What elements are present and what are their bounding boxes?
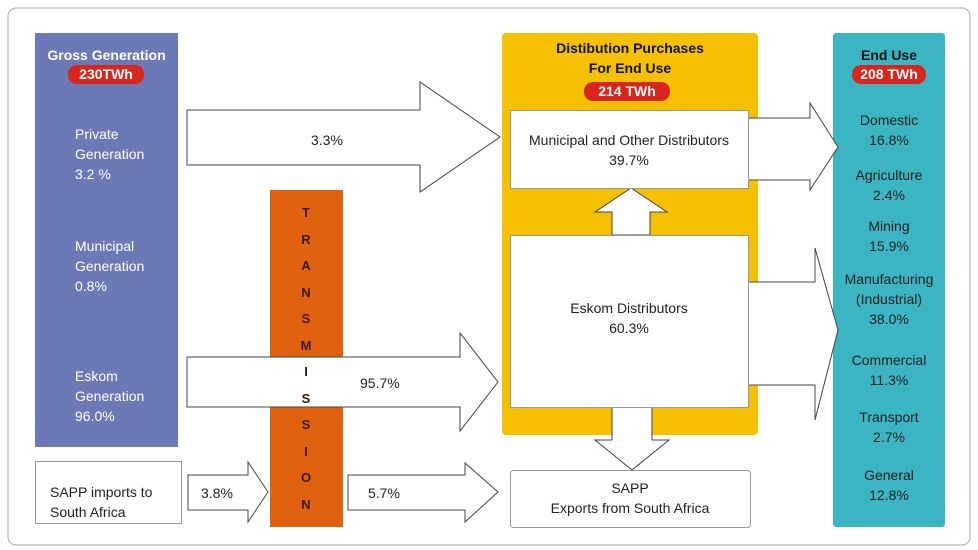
- end-use-share: 38.0%: [869, 311, 909, 327]
- end-use-share: 16.8%: [869, 132, 909, 148]
- transmission-label: TRANSMISSION: [300, 205, 312, 512]
- distribution-total: 214 TWh: [584, 82, 670, 101]
- frame: [7, 7, 971, 546]
- arrow: [187, 460, 269, 524]
- arrows: [186, 81, 839, 524]
- arrow: [593, 404, 671, 471]
- imports-box: [35, 461, 182, 524]
- arrow: [186, 331, 499, 433]
- flow-label: 95.7%: [360, 375, 400, 391]
- exports-label: SAPP Exports from South Africa: [550, 480, 710, 516]
- end-use-share: 2.7%: [873, 429, 905, 445]
- end-use-label: Mining: [868, 218, 910, 234]
- arrow: [347, 461, 499, 524]
- end-use-share: 2.4%: [873, 187, 905, 203]
- eskom-share: 60.3%: [609, 320, 649, 336]
- arrow: [593, 187, 669, 236]
- end-use-label: General: [864, 467, 914, 483]
- end-use-box: [833, 33, 945, 527]
- municipal-label: Municipal and Other Distributors: [529, 132, 729, 148]
- source-label: Eskom Generation: [75, 368, 145, 404]
- end-use-label: Manufacturing (Industrial): [844, 271, 934, 307]
- flow-label: 3.3%: [311, 132, 343, 148]
- source-share: 0.8%: [75, 278, 107, 294]
- end-use-label: Transport: [859, 409, 919, 425]
- municipal-share: 39.7%: [609, 152, 649, 168]
- arrow: [744, 247, 839, 421]
- imports-label: SAPP imports to South Africa: [50, 484, 153, 520]
- source-share: 3.2 %: [75, 166, 111, 182]
- source-label: Municipal Generation: [75, 238, 145, 274]
- arrow: [744, 101, 839, 192]
- municipal-box: [510, 110, 749, 189]
- end-use-label: Agriculture: [855, 167, 923, 183]
- source-share: 96.0%: [75, 408, 115, 424]
- exports-box: [510, 470, 751, 528]
- gross-box: [35, 33, 178, 447]
- end-use-total: 208 TWh: [852, 65, 926, 84]
- end-use-share: 11.3%: [869, 372, 909, 388]
- end-use-share: 15.9%: [869, 238, 909, 254]
- imports-share: 3.8%: [201, 485, 233, 501]
- eskom-box: [510, 235, 749, 408]
- end-use-label: Domestic: [859, 112, 919, 128]
- gross-title: Gross Generation: [47, 47, 166, 63]
- end-use-label: Commercial: [851, 352, 927, 368]
- end-use-title: End Use: [860, 47, 917, 63]
- gross-total: 230TWh: [68, 65, 144, 84]
- arrow: [186, 81, 501, 193]
- source-label: Private Generation: [75, 126, 145, 162]
- eskom-label: Eskom Distributors: [570, 300, 688, 316]
- flow-label: 5.7%: [368, 485, 400, 501]
- distribution-title: Distibution Purchases For End Use: [556, 40, 704, 76]
- end-use-share: 12.8%: [869, 487, 909, 503]
